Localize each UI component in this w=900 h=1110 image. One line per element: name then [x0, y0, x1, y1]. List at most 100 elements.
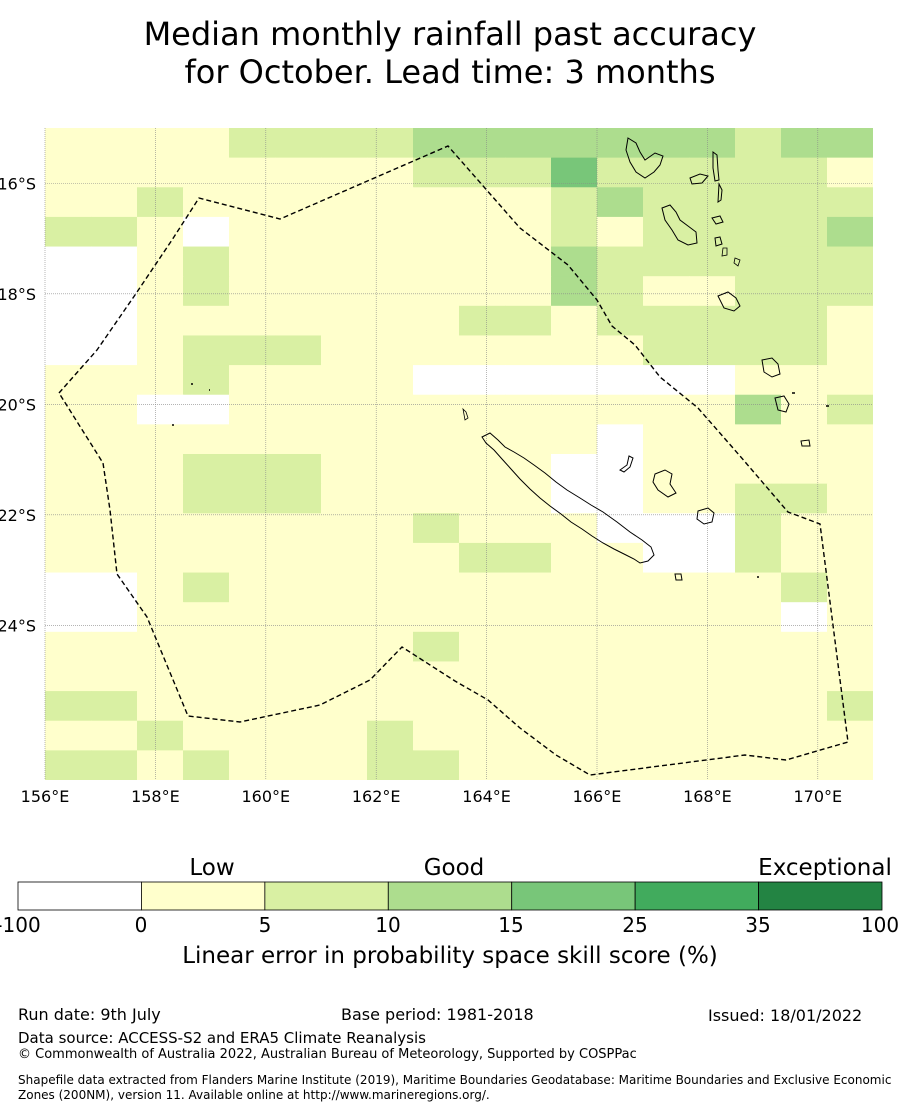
skill-cell [229, 187, 276, 218]
skill-cell [275, 483, 322, 514]
skill-cell [551, 128, 598, 159]
skill-cell [137, 276, 184, 307]
colorbar-tick-label: 100 [860, 913, 900, 937]
colorbar-tick-label: 15 [498, 913, 524, 937]
skill-cell [643, 542, 690, 574]
skill-cell [367, 424, 414, 455]
skill-cell [735, 631, 782, 663]
longitude-tick-label: 162°E [352, 787, 401, 806]
skill-cell [91, 305, 138, 337]
mare-island [696, 507, 715, 525]
skill-cell [505, 305, 552, 337]
skill-cell [229, 276, 276, 307]
category-good-label: Good [423, 855, 485, 881]
colorbar-tick-label: -100 [0, 913, 41, 937]
skill-cell [551, 305, 598, 337]
skill-cell [597, 661, 644, 692]
skill-cell [367, 483, 414, 514]
skill-cell [551, 335, 598, 366]
skill-cell [781, 187, 828, 218]
skill-cell [827, 365, 873, 396]
skill-cell [367, 128, 414, 159]
skill-cell [459, 454, 506, 485]
colorbar-tick-label: 10 [375, 913, 401, 937]
skill-cell [551, 454, 598, 485]
colorbar-segment [264, 881, 389, 911]
skill-cell [413, 691, 460, 722]
skill-cell [551, 424, 598, 455]
skill-cell [183, 335, 230, 366]
colorbar-tick-label: 5 [258, 913, 272, 937]
skill-cell [45, 661, 92, 692]
longitude-tick-label: 164°E [462, 787, 511, 806]
skill-cell [597, 602, 644, 633]
skill-cell [275, 305, 322, 337]
skill-cell [229, 157, 276, 188]
skill-cell [137, 128, 184, 159]
new-caledonia-island [481, 432, 655, 564]
skill-cell [827, 157, 873, 188]
skill-cell [551, 276, 598, 307]
colorbar-tick-label: 25 [622, 913, 648, 937]
skill-cell [643, 335, 690, 366]
erromango-island [761, 357, 781, 378]
skill-cell [321, 750, 368, 780]
skill-cell [643, 246, 690, 277]
skill-cell [321, 661, 368, 692]
skill-cell [781, 720, 828, 751]
skill-cell [321, 691, 368, 722]
skill-cell [183, 631, 230, 663]
eez-boundary [58, 145, 849, 776]
skill-cell [183, 572, 230, 603]
skill-cell [551, 691, 598, 722]
skill-cell [321, 276, 368, 307]
skill-grid [45, 128, 873, 780]
skill-cell [781, 335, 828, 366]
skill-cell [183, 750, 230, 780]
skill-cell [321, 483, 368, 514]
skill-cell [827, 483, 873, 514]
skill-cell [643, 572, 690, 603]
skill-cell [91, 542, 138, 574]
skill-cell [781, 157, 828, 188]
skill-cell [505, 750, 552, 780]
skill-cell [91, 691, 138, 722]
skill-cell [689, 157, 736, 188]
skill-cell [643, 602, 690, 633]
small-islets [172, 383, 829, 578]
skill-cell [413, 246, 460, 277]
skill-cell [137, 691, 184, 722]
skill-cell [91, 157, 138, 188]
skill-cell [413, 216, 460, 248]
skill-cell [505, 631, 552, 663]
skill-cell [367, 157, 414, 188]
skill-cell [91, 424, 138, 455]
skill-cell [643, 454, 690, 485]
islands [172, 137, 829, 581]
skill-cell [367, 691, 414, 722]
colorbar-tick-label: 0 [134, 913, 148, 937]
ambrym-island [711, 215, 724, 225]
category-low-label: Low [189, 855, 235, 881]
skill-cell [321, 542, 368, 574]
skill-cell [643, 365, 690, 396]
lifou-island [652, 469, 677, 498]
skill-cell [321, 513, 368, 544]
skill-cell [505, 394, 552, 425]
skill-cell [505, 216, 552, 248]
longitude-tick-label: 158°E [131, 787, 180, 806]
skill-cell [781, 602, 828, 633]
skill-cell [137, 513, 184, 544]
skill-cell [321, 454, 368, 485]
skill-cell [229, 365, 276, 396]
skill-cell [321, 572, 368, 603]
skill-cell [781, 454, 828, 485]
skill-cell [91, 335, 138, 366]
skill-cell [137, 216, 184, 248]
skill-cell [45, 246, 92, 277]
tanna-island [774, 395, 790, 413]
skill-cell [275, 246, 322, 277]
skill-cell [137, 750, 184, 780]
colorbar-segment [511, 881, 636, 911]
skill-cell [45, 187, 92, 218]
